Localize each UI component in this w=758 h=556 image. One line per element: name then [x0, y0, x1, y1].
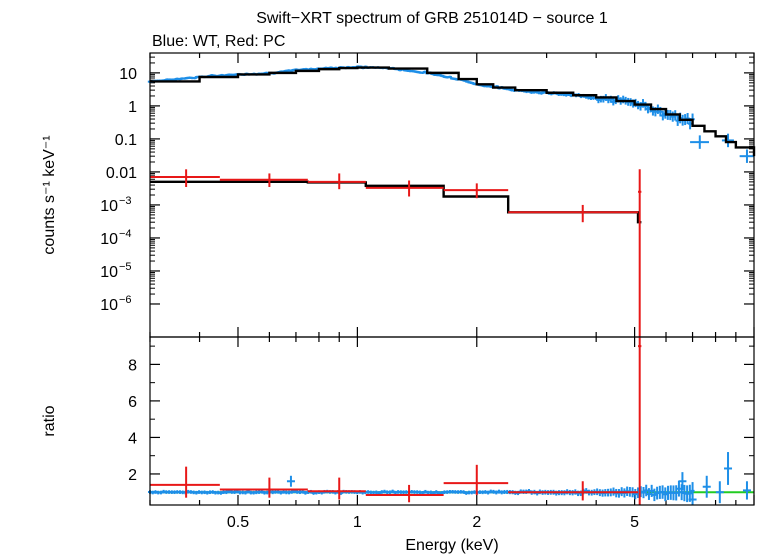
pc-spectrum-point-0: [150, 169, 220, 187]
wt-ratio-point-189: [663, 487, 668, 502]
pc-ratio-point-4: [443, 464, 509, 495]
pc-ratio-point-6: [638, 337, 642, 505]
spectrum-y-tick-exp-4: −3: [119, 195, 132, 207]
chart-subtitle: Blue: WT, Red: PC: [152, 33, 285, 50]
spectrum-frame: [149, 52, 755, 338]
wt-ratio-point-181: [641, 486, 646, 499]
spectrum-y-tick-label-5: 10: [100, 231, 118, 248]
ratio-y-tick-label-3: 8: [128, 357, 137, 374]
spectrum-y-tick-exp-6: −5: [119, 261, 132, 273]
wt-spectrum-point-158: [539, 91, 544, 95]
wt-ratio-outlier-6: [742, 481, 751, 500]
wt-ratio-point-182: [644, 484, 649, 497]
wt-model-line: [150, 66, 756, 157]
wt-ratio-point-178: [633, 488, 638, 500]
ratio-y-tick-label-0: 2: [128, 467, 137, 484]
spectrum-y-tick-label-2: 0.1: [115, 132, 137, 149]
wt-ratio-point-89: [390, 489, 395, 494]
pc-spectrum-point-4: [443, 183, 509, 199]
x-tick-label-2: 2: [472, 514, 481, 531]
spectrum-ylabel: counts s⁻¹ keV⁻¹: [41, 135, 58, 254]
wt-ratio-point-115: [461, 490, 466, 494]
spectrum-y-tick-label-7: 10: [100, 297, 118, 314]
pc-ratio-point-0: [150, 466, 220, 498]
wt-spectrum-point-18: [192, 76, 197, 80]
wt-ratio-point-35: [243, 490, 248, 495]
spectrum-y-tick-exp-7: −6: [119, 294, 132, 306]
wt-ratio-point-105: [434, 490, 439, 494]
wt-ratio-point-194: [676, 480, 681, 497]
pc-spectrum-point-2: [307, 173, 366, 190]
pc-ratio-point-5: [508, 481, 639, 501]
wt-spectrum-point-121: [447, 75, 452, 79]
wt-spectrum-point-200: [643, 101, 648, 111]
ratio-panel: 0.5 1 2 5 2 4 6 8: [128, 336, 755, 531]
wt-ratio-outlier-0: [286, 475, 295, 487]
wt-ratio-outlier-1: [678, 472, 687, 491]
wt-spectrum-point-217: [685, 112, 690, 125]
chart-title: Swift−XRT spectrum of GRB 251014D − sour…: [256, 10, 608, 27]
spectrum-y-tick-label-4: 10: [100, 198, 118, 215]
spectrum-y-tick-label-1: 1: [128, 99, 137, 116]
spectrum-y-tick-label-6: 10: [100, 264, 118, 281]
wt-ratio-outlier-3: [702, 475, 711, 498]
wt-spectrum-point-207: [660, 110, 666, 121]
x-axis-label: Energy (keV): [405, 537, 498, 554]
pc-ratio-point-3: [365, 484, 444, 503]
wt-spectrum-point-187: [611, 98, 616, 106]
pc-spectrum-point-6: [638, 169, 642, 337]
wt-ratio-point-172: [616, 489, 621, 498]
wt-spectrum-outlier-1: [721, 133, 734, 148]
wt-ratio-point-193: [674, 485, 679, 501]
pc-ratio-point-2: [307, 477, 366, 500]
wt-ratio-point-184: [649, 484, 654, 497]
ratio-y-tick-label-2: 6: [128, 394, 137, 411]
x-tick-label-0: 0.5: [227, 514, 249, 531]
wt-ratio-outlier-2: [688, 492, 697, 505]
wt-ratio-outlier-4: [715, 481, 724, 504]
spectrum-y-tick-label-0: 10: [119, 66, 137, 83]
pc-ratio-point-1: [219, 477, 308, 498]
ratio-ylabel: ratio: [41, 405, 58, 436]
pc-spectrum-point-1: [219, 173, 308, 187]
ratio-frame: [149, 336, 755, 506]
pc-spectrum-point-3: [365, 180, 444, 197]
wt-ratio-point-188: [660, 485, 665, 499]
wt-spectrum-point-211: [670, 111, 675, 122]
wt-ratio-point-183: [646, 488, 651, 500]
wt-ratio-outlier-5: [724, 452, 733, 485]
x-tick-label-3: 5: [630, 514, 639, 531]
wt-spectrum-outlier-0: [690, 135, 709, 149]
spectrum-y-tick-label-3: 0.01: [106, 165, 137, 182]
wt-spectrum-outlier-2: [739, 149, 754, 163]
pc-spectrum-point-5: [508, 204, 639, 223]
spectrum-y-tick-exp-5: −4: [119, 228, 132, 240]
ratio-y-tick-label-1: 4: [128, 430, 137, 447]
wt-ratio-point-56: [300, 489, 305, 494]
wt-ratio-point-185: [652, 488, 657, 502]
x-tick-label-1: 1: [353, 514, 362, 531]
